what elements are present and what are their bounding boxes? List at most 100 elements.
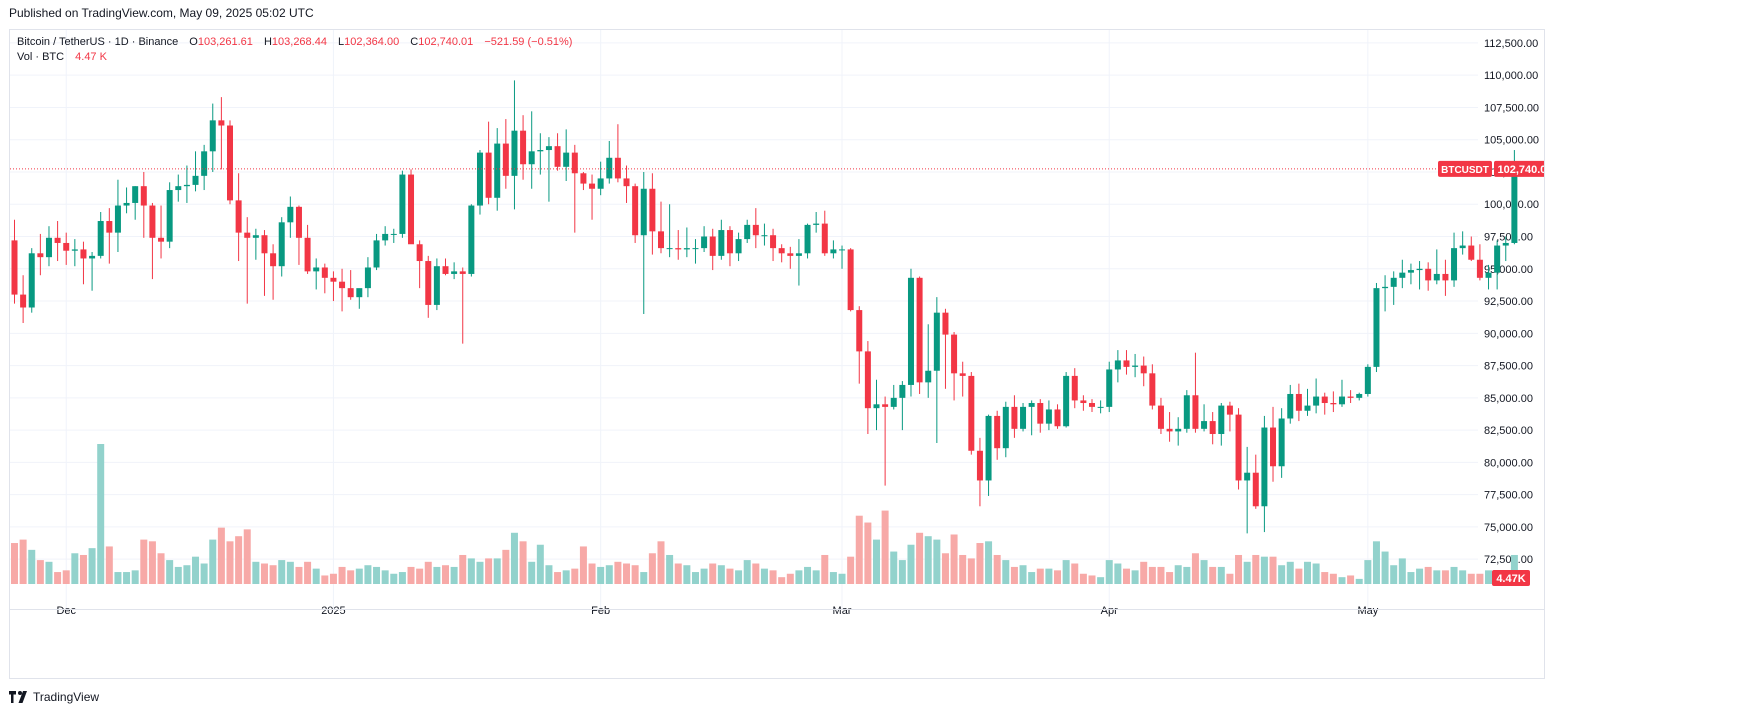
candle-body[interactable] (132, 186, 139, 203)
candle-body[interactable] (1140, 365, 1147, 374)
candle-body[interactable] (873, 404, 880, 409)
candle-body[interactable] (1442, 273, 1449, 281)
candle-body[interactable] (1313, 396, 1320, 406)
candle-body[interactable] (209, 120, 216, 152)
candle-body[interactable] (813, 223, 820, 225)
candle-body[interactable] (1244, 472, 1251, 481)
candle-body[interactable] (511, 130, 518, 176)
candle-body[interactable] (356, 288, 363, 298)
candle-body[interactable] (1485, 272, 1492, 278)
candle-body[interactable] (433, 266, 440, 305)
candle-body[interactable] (528, 151, 535, 165)
candle-body[interactable] (718, 230, 725, 256)
candle-body[interactable] (54, 237, 61, 243)
candle-body[interactable] (632, 186, 639, 236)
candle-body[interactable] (106, 221, 113, 233)
candle-body[interactable] (1338, 396, 1345, 405)
candle-body[interactable] (537, 150, 544, 152)
candle-body[interactable] (770, 235, 777, 249)
candle-body[interactable] (640, 188, 647, 236)
candle-body[interactable] (1382, 286, 1389, 289)
candle-body[interactable] (261, 235, 268, 254)
candle-body[interactable] (675, 248, 682, 250)
candle-body[interactable] (882, 404, 889, 407)
candle-body[interactable] (201, 151, 208, 176)
candle-body[interactable] (1218, 405, 1225, 434)
candle-body[interactable] (606, 157, 613, 179)
candle-body[interactable] (614, 157, 621, 179)
candle-body[interactable] (1201, 421, 1208, 429)
candle-body[interactable] (554, 146, 561, 167)
candle-body[interactable] (270, 253, 277, 267)
candle-body[interactable] (726, 230, 733, 254)
candle-body[interactable] (1399, 272, 1406, 278)
candle-body[interactable] (1114, 360, 1121, 370)
candle-body[interactable] (1373, 288, 1380, 367)
candle-body[interactable] (735, 239, 742, 254)
candle-body[interactable] (916, 277, 923, 383)
candle-body[interactable] (683, 248, 690, 250)
candle-body[interactable] (166, 190, 173, 242)
candle-body[interactable] (1166, 428, 1173, 432)
candle-body[interactable] (1149, 373, 1156, 406)
candle-body[interactable] (183, 184, 190, 187)
candle-body[interactable] (123, 202, 130, 206)
candle-body[interactable] (752, 224, 759, 236)
candle-body[interactable] (545, 146, 552, 151)
candle-body[interactable] (692, 248, 699, 250)
candle-body[interactable] (787, 253, 794, 256)
candle-body[interactable] (649, 188, 656, 232)
candle-body[interactable] (1270, 427, 1277, 467)
candle-body[interactable] (295, 206, 302, 238)
candle-body[interactable] (158, 237, 165, 242)
candle-body[interactable] (968, 375, 975, 451)
candle-body[interactable] (1330, 403, 1337, 405)
candle-body[interactable] (580, 173, 587, 184)
candle-body[interactable] (1278, 418, 1285, 467)
candle-body[interactable] (114, 205, 121, 233)
candle-body[interactable] (330, 277, 337, 282)
candle-body[interactable] (1132, 365, 1139, 367)
candle-body[interactable] (442, 266, 449, 274)
candle-body[interactable] (11, 240, 18, 295)
candle-body[interactable] (1287, 393, 1294, 419)
candle-body[interactable] (1476, 259, 1483, 278)
candle-body[interactable] (252, 235, 259, 238)
candle-body[interactable] (425, 261, 432, 305)
candle-body[interactable] (1451, 248, 1458, 281)
candle-body[interactable] (1183, 395, 1190, 429)
candle-body[interactable] (476, 152, 483, 206)
candle-body[interactable] (847, 249, 854, 311)
candle-body[interactable] (1054, 409, 1061, 427)
candle-body[interactable] (1123, 360, 1130, 367)
candle-body[interactable] (1511, 161, 1518, 243)
candle-body[interactable] (364, 267, 371, 289)
candle-body[interactable] (1321, 396, 1328, 404)
candle-body[interactable] (933, 312, 940, 371)
candle-body[interactable] (994, 415, 1001, 449)
candle-body[interactable] (1407, 270, 1414, 273)
candle-body[interactable] (899, 384, 906, 398)
candle-body[interactable] (244, 232, 251, 238)
candle-body[interactable] (1011, 406, 1018, 429)
candle-body[interactable] (97, 221, 104, 256)
candle-body[interactable] (20, 294, 27, 308)
candle-body[interactable] (744, 224, 751, 240)
candle-body[interactable] (192, 175, 199, 185)
candle-body[interactable] (1080, 400, 1087, 404)
candle-body[interactable] (1028, 403, 1035, 407)
candle-body[interactable] (951, 334, 958, 374)
candle-body[interactable] (1433, 273, 1440, 281)
candle-body[interactable] (1097, 406, 1104, 408)
candle-body[interactable] (28, 253, 35, 308)
candle-body[interactable] (399, 174, 406, 234)
candle-body[interactable] (89, 255, 96, 259)
candle-body[interactable] (71, 249, 78, 251)
candle-body[interactable] (839, 249, 846, 251)
candle-body[interactable] (1425, 268, 1432, 281)
candle-body[interactable] (666, 248, 673, 250)
candle-body[interactable] (304, 237, 311, 272)
candle-body[interactable] (1045, 409, 1052, 424)
candle-body[interactable] (830, 249, 837, 254)
candle-body[interactable] (1209, 421, 1216, 434)
